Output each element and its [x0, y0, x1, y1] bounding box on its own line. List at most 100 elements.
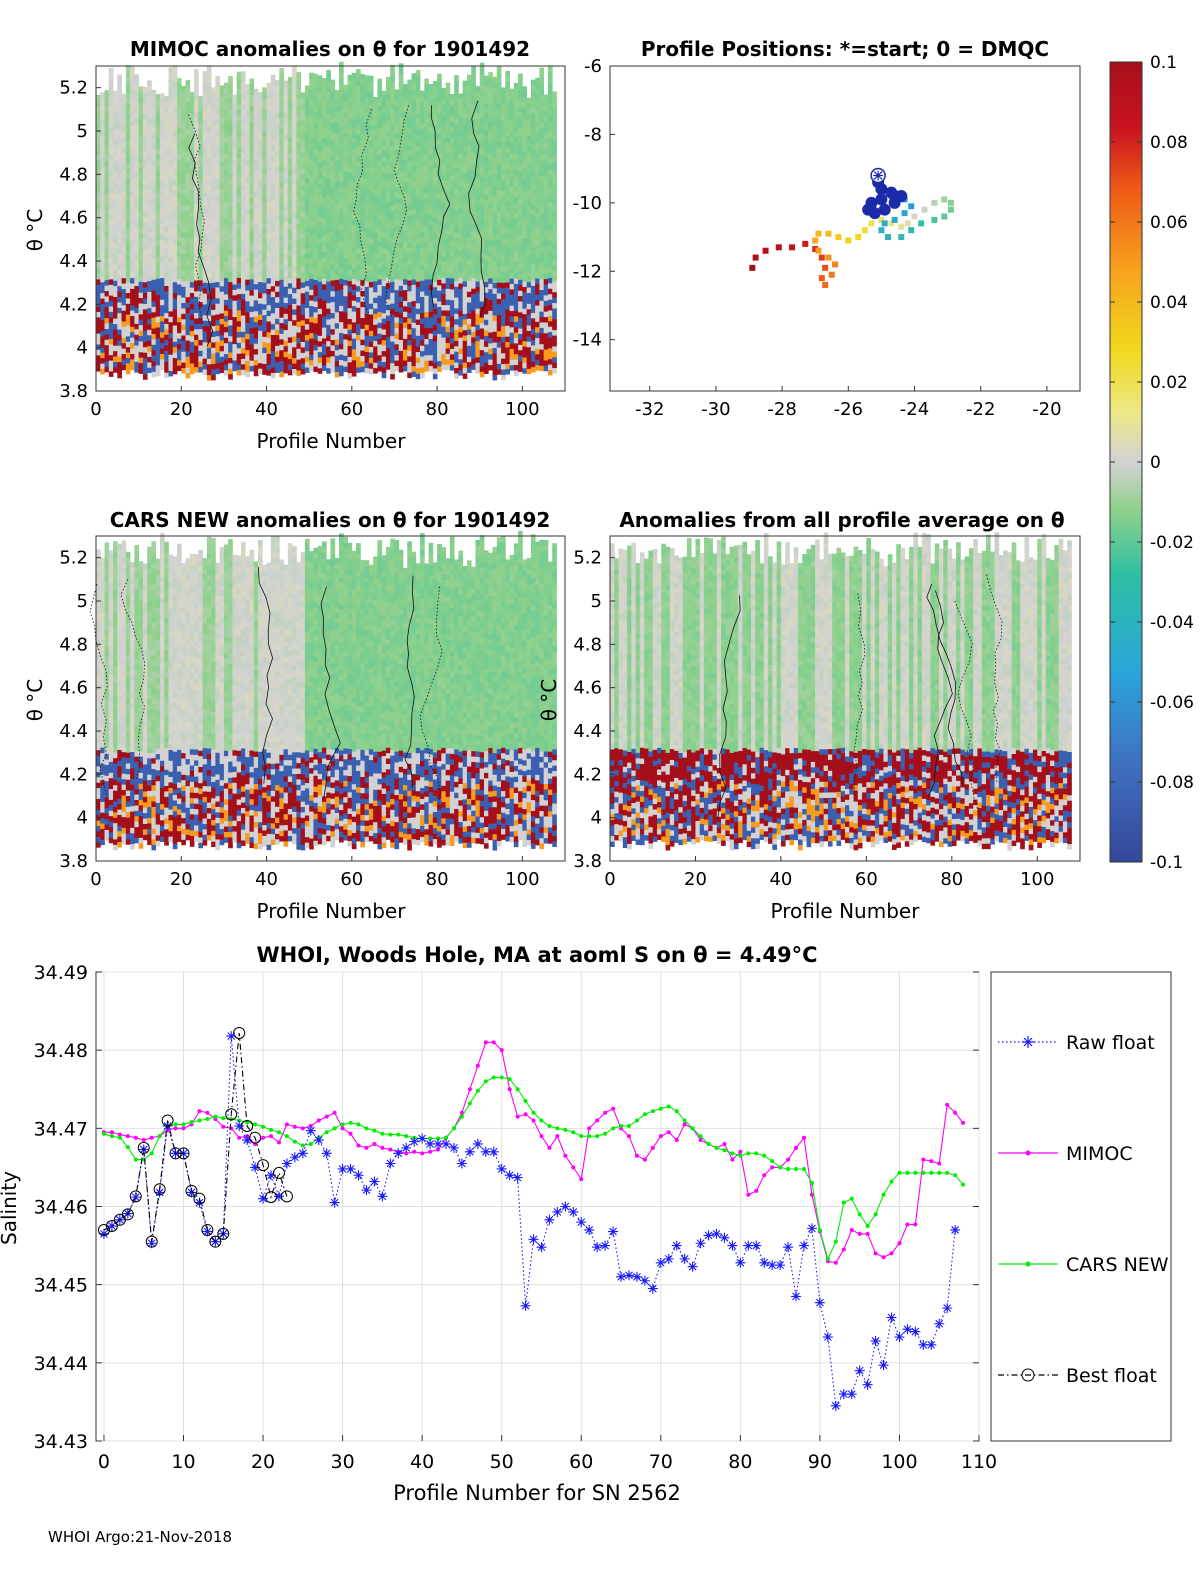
heat-cell	[223, 304, 229, 311]
heat-cell	[270, 237, 276, 243]
heat-cell	[270, 182, 276, 189]
heat-cell	[398, 187, 404, 194]
heat-cell	[407, 372, 412, 379]
heat-cell	[326, 140, 331, 147]
heat-cell	[449, 299, 455, 306]
heat-cell	[454, 248, 459, 255]
heat-cell	[449, 153, 455, 160]
heat-cell	[334, 225, 340, 232]
heat-cell	[172, 227, 178, 234]
heat-cell	[454, 313, 459, 320]
heat-cell	[279, 154, 284, 161]
heat-cell	[313, 187, 319, 194]
heat-cell	[296, 142, 302, 149]
heat-cell	[398, 350, 404, 357]
heat-cell	[475, 259, 481, 266]
heat-cell	[462, 286, 468, 293]
heat-cell	[155, 121, 161, 128]
heat-cell	[360, 155, 366, 161]
heat-cell	[275, 112, 280, 119]
heat-cell	[249, 316, 255, 323]
heat-cell	[113, 307, 118, 314]
heat-cell	[113, 339, 118, 346]
heat-cell	[142, 184, 148, 191]
heat-cell	[215, 178, 221, 185]
heat-cell	[304, 258, 310, 265]
heat-cell	[296, 158, 302, 165]
heat-cell	[215, 368, 221, 375]
heat-cell	[168, 321, 174, 328]
heat-cell	[147, 172, 152, 179]
heat-cell	[172, 211, 178, 218]
heat-cell	[330, 198, 336, 205]
heat-cell	[466, 85, 472, 92]
heat-cell	[309, 305, 314, 312]
heat-cell	[364, 232, 370, 239]
heat-cell	[232, 121, 238, 128]
heat-cell	[236, 98, 242, 105]
heat-cell	[113, 209, 118, 216]
heat-cell	[223, 82, 229, 89]
heat-cell	[326, 145, 331, 152]
heat-cell	[300, 282, 306, 288]
heat-cell	[219, 112, 225, 119]
heat-cell	[125, 287, 131, 294]
heat-cell	[164, 150, 169, 157]
heat-cell	[275, 367, 280, 374]
heat-cell	[177, 213, 182, 220]
heat-cell	[253, 316, 259, 323]
heat-cell	[296, 272, 302, 279]
heat-cell	[292, 103, 297, 109]
heat-cell	[385, 152, 391, 159]
heat-cell	[100, 108, 105, 115]
heat-cell	[172, 216, 178, 223]
heat-cell	[339, 343, 344, 350]
heat-cell	[228, 130, 233, 136]
heat-cell	[402, 121, 408, 128]
heat-cell	[432, 86, 438, 93]
heat-cell	[249, 203, 255, 209]
heat-cell	[373, 161, 378, 168]
heat-cell	[147, 210, 152, 217]
heat-cell	[377, 219, 383, 226]
heat-cell	[232, 267, 238, 274]
heat-cell	[283, 91, 289, 98]
heat-cell	[364, 134, 370, 141]
heat-cell	[113, 123, 118, 130]
heat-cell	[206, 293, 212, 300]
heat-cell	[206, 125, 212, 132]
heat-cell	[445, 299, 451, 306]
heat-cell	[185, 231, 191, 238]
heat-cell	[360, 323, 366, 329]
heat-cell	[394, 338, 400, 345]
heat-cell	[138, 113, 144, 120]
heat-cell	[236, 152, 242, 159]
heat-cell	[181, 102, 186, 109]
heat-cell	[108, 159, 114, 166]
heat-cell	[177, 121, 182, 128]
heat-cell	[125, 298, 131, 304]
heat-cell	[351, 164, 357, 171]
heat-cell	[236, 71, 242, 78]
heat-cell	[364, 102, 370, 109]
heat-cell	[236, 245, 242, 251]
heat-cell	[185, 361, 191, 368]
heat-cell	[360, 187, 366, 194]
heat-cell	[270, 318, 276, 325]
heat-cell	[300, 157, 306, 164]
heat-cell	[441, 272, 447, 278]
heat-cell	[258, 232, 263, 239]
heat-cell	[134, 296, 140, 303]
heat-cell	[185, 307, 191, 314]
heat-cell	[356, 199, 361, 205]
heat-cell	[398, 242, 404, 248]
heat-cell	[377, 360, 383, 367]
heat-cell	[240, 93, 246, 99]
heat-cell	[181, 243, 186, 249]
heat-cell	[168, 229, 174, 236]
heat-cell	[330, 323, 336, 330]
heat-cell	[479, 122, 485, 129]
heat-cell	[125, 227, 131, 234]
heat-cell	[330, 182, 336, 189]
heat-cell	[215, 330, 221, 337]
